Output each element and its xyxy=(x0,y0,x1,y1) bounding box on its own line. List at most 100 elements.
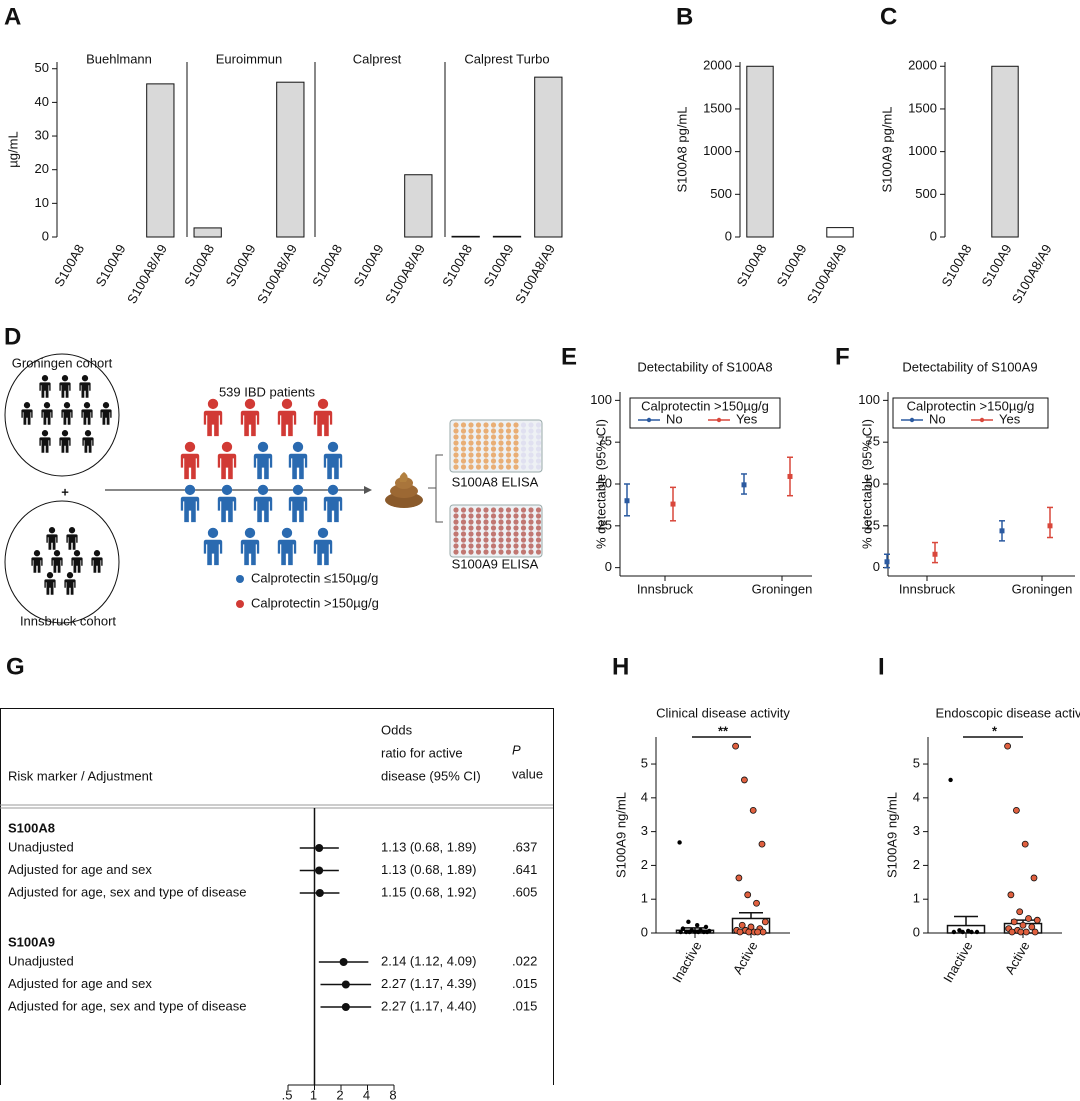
legend-marker xyxy=(979,417,985,423)
person-icon xyxy=(288,441,308,480)
person-head xyxy=(41,375,49,382)
person-icon xyxy=(323,441,343,480)
person-icon xyxy=(41,402,53,425)
well xyxy=(535,531,542,537)
panel-letter: B xyxy=(676,3,693,30)
person-head xyxy=(327,441,339,453)
y-tick-label: 2000 xyxy=(703,58,732,73)
y-axis-label: % detectable (95% CI) xyxy=(593,419,608,549)
y-tick-label: 1000 xyxy=(908,143,937,158)
person-head xyxy=(292,484,304,496)
person-head xyxy=(68,527,76,534)
well xyxy=(505,464,512,470)
well xyxy=(490,422,497,428)
well xyxy=(528,458,534,464)
y-tick-label: 4 xyxy=(913,789,920,804)
y-tick-label: 1000 xyxy=(703,143,732,158)
well xyxy=(505,434,512,440)
well xyxy=(483,458,489,464)
legend-label: Calprotectin ≤150µg/g xyxy=(251,570,378,585)
data-point xyxy=(749,806,757,814)
well xyxy=(475,543,482,549)
well xyxy=(535,464,542,470)
bar xyxy=(534,76,563,238)
person-icon xyxy=(313,398,333,437)
well xyxy=(468,440,474,446)
well xyxy=(453,531,459,537)
person-head xyxy=(73,550,81,557)
legend-title: Calprotectin >150µg/g xyxy=(907,398,1035,413)
person-head xyxy=(41,430,49,437)
well xyxy=(520,507,527,513)
x-tick-label: 2 xyxy=(336,1087,343,1101)
well xyxy=(505,422,512,428)
odds-ratio-point xyxy=(341,980,350,989)
x-tick-label: .5 xyxy=(282,1087,293,1101)
well xyxy=(468,446,474,452)
person-head xyxy=(221,441,233,453)
well xyxy=(453,428,459,434)
x-tick-label: S100A9 xyxy=(92,242,128,290)
well xyxy=(513,549,519,555)
data-point xyxy=(738,921,746,929)
well xyxy=(528,434,534,440)
data-point xyxy=(678,929,683,935)
y-tick-label: 500 xyxy=(915,186,937,201)
data-point xyxy=(1013,806,1020,814)
x-tick-label: S100A8/A9 xyxy=(804,242,850,306)
point xyxy=(884,559,890,565)
legend-dot xyxy=(236,575,244,583)
x-tick-label: Active xyxy=(730,939,761,977)
well xyxy=(498,422,504,428)
y-axis-label: S100A9 ng/mL xyxy=(613,792,628,878)
y-tick-label: 75 xyxy=(598,434,612,449)
well xyxy=(460,464,467,470)
person-icon xyxy=(277,398,297,437)
well xyxy=(468,422,474,428)
well xyxy=(490,549,497,555)
chart-title: Detectability of S100A9 xyxy=(902,359,1037,374)
y-tick-label: 2 xyxy=(641,857,648,872)
person-icon xyxy=(217,484,237,523)
well xyxy=(498,464,504,470)
point xyxy=(624,498,630,504)
well xyxy=(490,464,497,470)
person-body xyxy=(217,496,237,523)
person-icon xyxy=(21,402,33,425)
bar xyxy=(826,227,854,238)
person-body xyxy=(39,382,51,398)
person-body xyxy=(180,496,200,523)
assay-label: S100A9 ELISA xyxy=(452,556,539,571)
person-body xyxy=(82,437,94,453)
y-tick-label: 100 xyxy=(590,392,612,407)
person-body xyxy=(313,410,333,437)
legend-title: Calprotectin >150µg/g xyxy=(641,398,769,413)
well xyxy=(453,440,459,446)
well xyxy=(475,519,482,525)
well xyxy=(453,549,459,555)
well xyxy=(513,422,519,428)
p-value: .015 xyxy=(512,976,537,991)
data-point xyxy=(966,928,971,934)
x-tick-label: S100A8/A9 xyxy=(1009,242,1055,306)
panel-letter: E xyxy=(561,343,577,370)
group-label: S100A8 xyxy=(8,820,55,835)
well xyxy=(468,513,474,519)
person-icon xyxy=(240,398,260,437)
well xyxy=(483,507,489,513)
person-icon xyxy=(81,402,93,425)
well xyxy=(528,537,534,543)
well xyxy=(505,519,512,525)
legend-label: Calprotectin >150µg/g xyxy=(251,595,379,610)
well xyxy=(460,513,467,519)
person-body xyxy=(31,557,43,573)
person-head xyxy=(244,527,256,539)
odds-ratio-label: 1.15 (0.68, 1.92) xyxy=(381,884,476,899)
well xyxy=(528,440,534,446)
column-header: disease (95% CI) xyxy=(381,768,481,783)
x-tick-label: 4 xyxy=(363,1087,370,1101)
person-icon xyxy=(51,550,63,573)
well xyxy=(460,525,467,531)
significance: * xyxy=(992,723,998,738)
person-icon xyxy=(100,402,112,425)
